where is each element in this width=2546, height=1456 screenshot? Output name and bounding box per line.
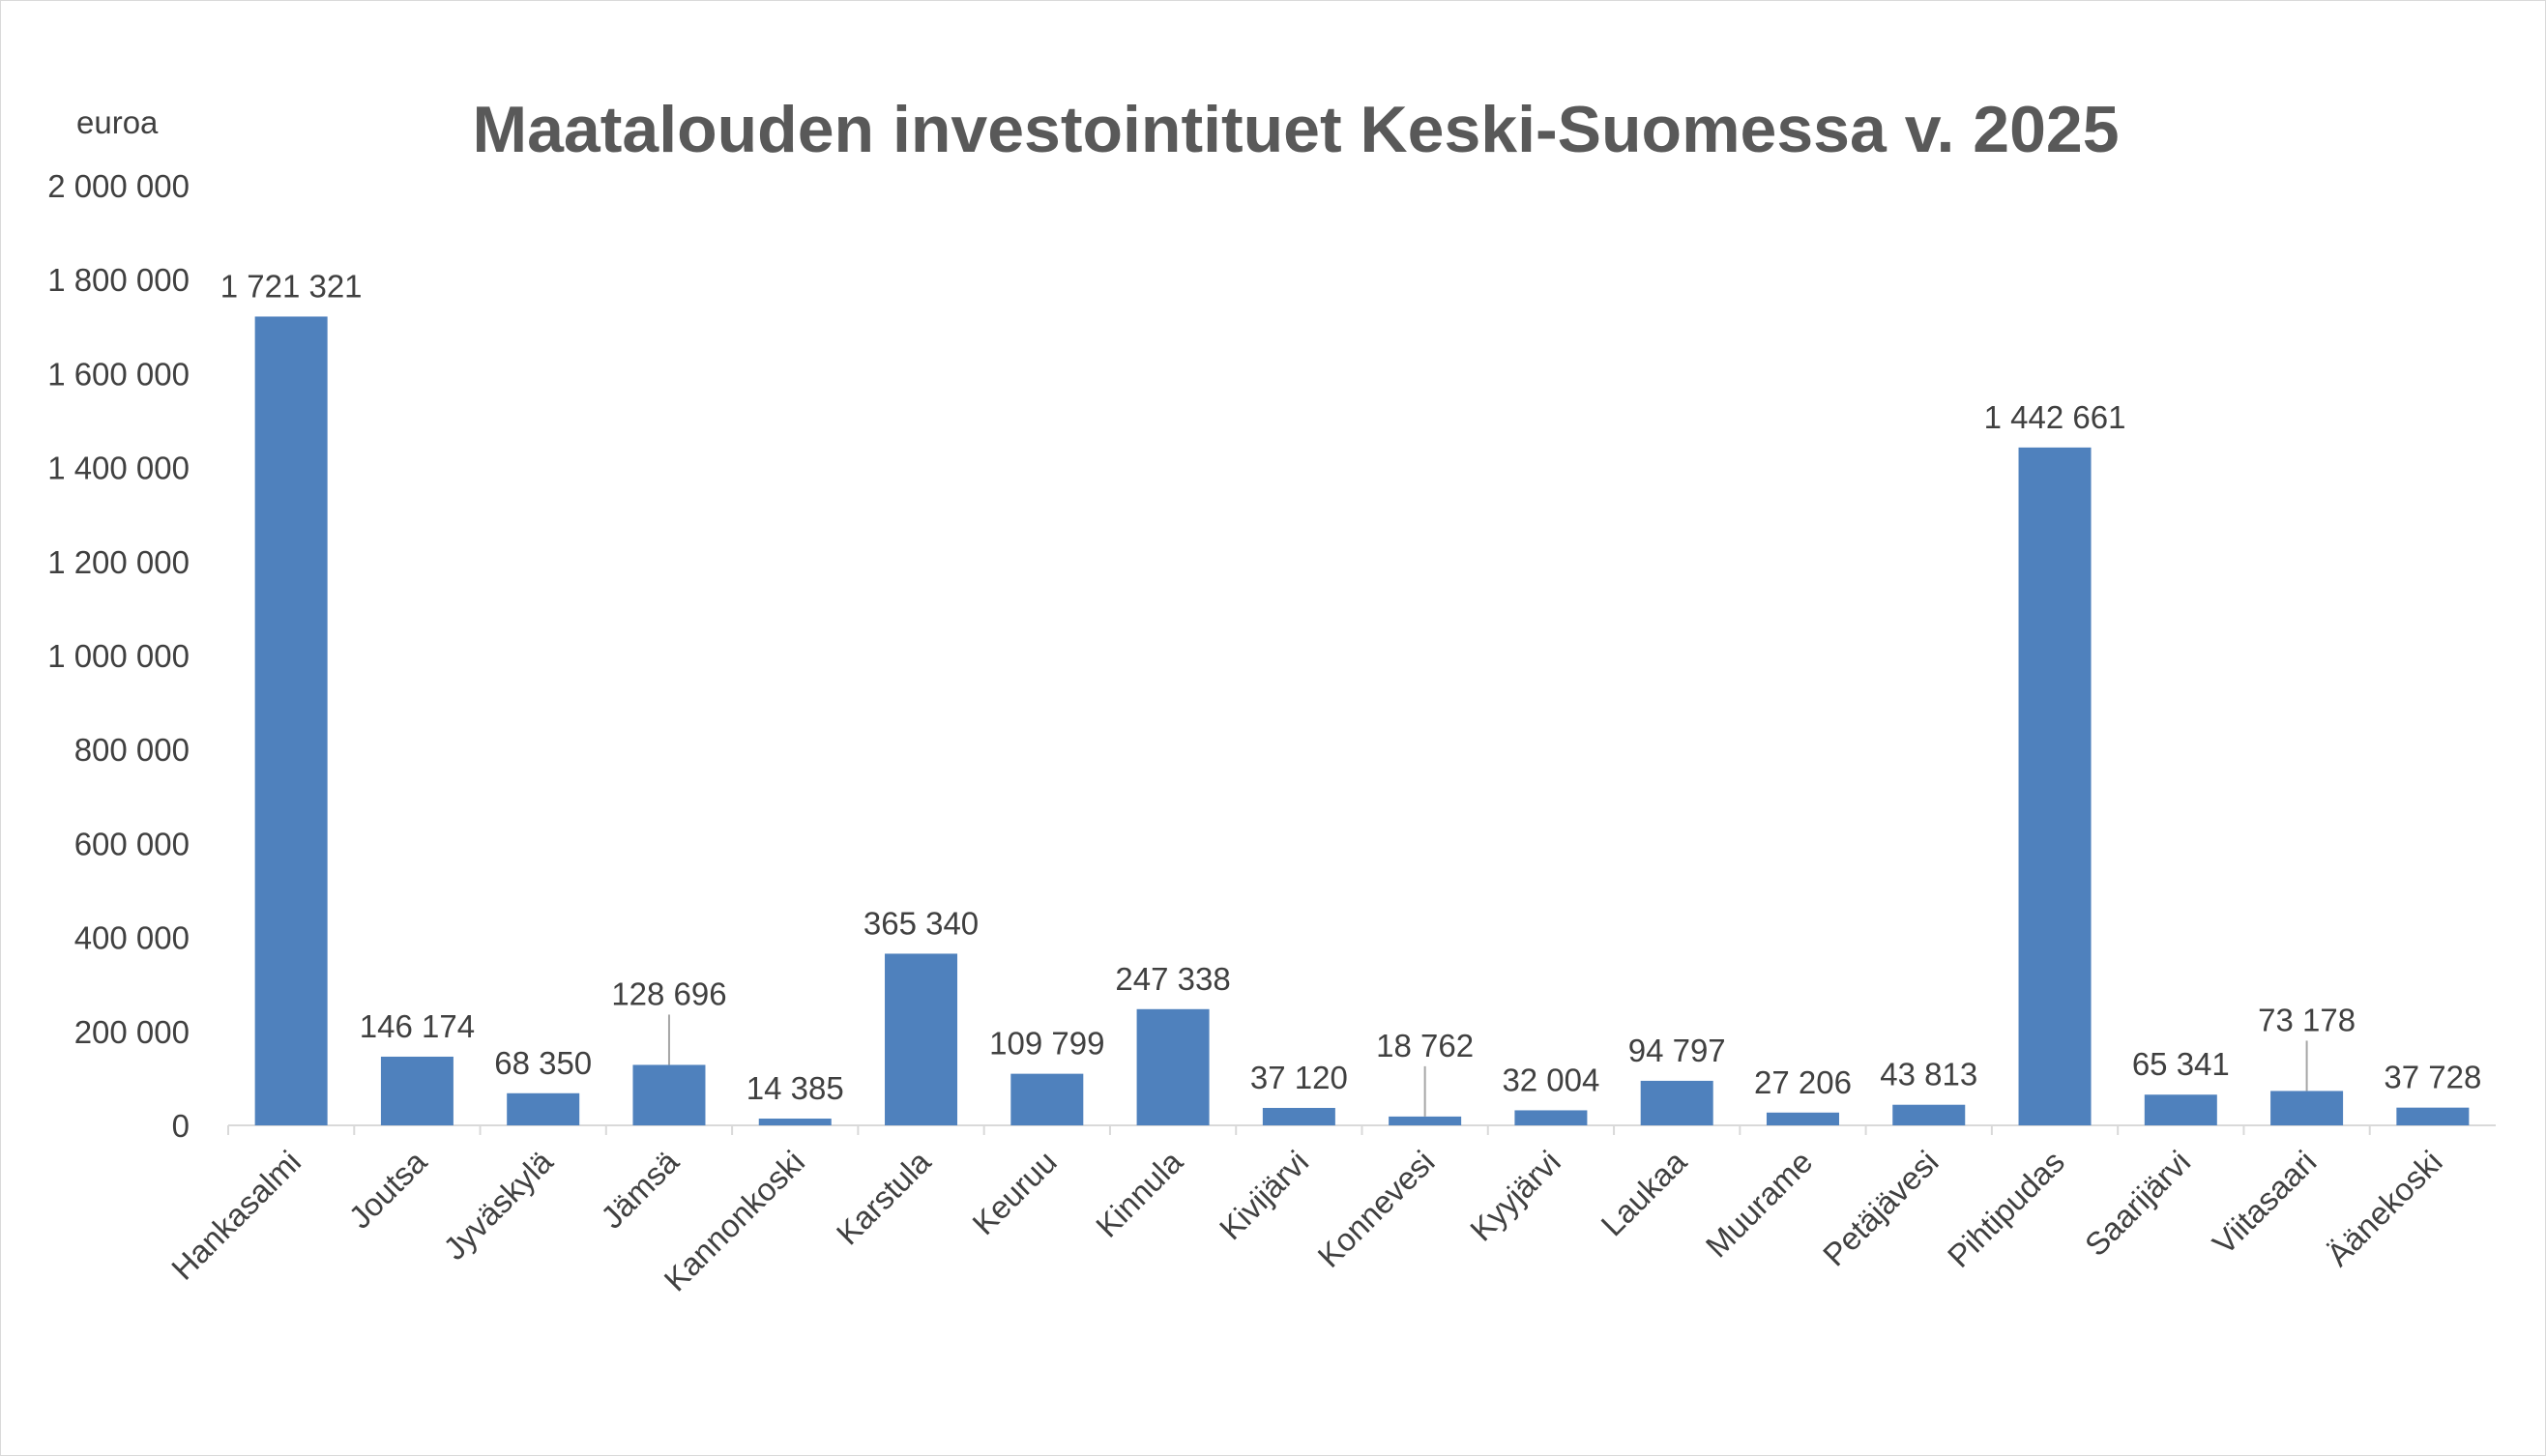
data-label: 18 762 (1376, 1028, 1474, 1063)
x-tick-label: Äänekoski (2320, 1144, 2449, 1273)
bar (507, 1092, 580, 1125)
x-tick-label: Petäjävesi (1816, 1144, 1946, 1273)
y-tick-label: 200 000 (74, 1014, 190, 1050)
data-label: 128 696 (611, 976, 726, 1011)
x-tick-label: Laukaa (1594, 1143, 1693, 1242)
x-tick-label: Muurame (1699, 1144, 1820, 1265)
data-label: 27 206 (1754, 1064, 1852, 1100)
data-label: 1 442 661 (1984, 399, 2126, 435)
y-axis-unit-label: euroa (76, 104, 159, 140)
chart-title: Maatalouden investointituet Keski-Suomes… (472, 93, 2119, 166)
y-tick-label: 1 400 000 (47, 451, 190, 486)
x-tick-label: Pihtipudas (1941, 1144, 2071, 1274)
data-label: 247 338 (1115, 961, 1230, 997)
x-tick-label: Keuruu (965, 1144, 1063, 1241)
y-tick-label: 600 000 (74, 826, 190, 861)
bar (1892, 1104, 1966, 1125)
x-tick-label: Saarijärvi (2078, 1144, 2197, 1263)
y-tick-label: 400 000 (74, 920, 190, 956)
bar (2270, 1091, 2344, 1125)
bar (758, 1119, 832, 1125)
bar (2144, 1094, 2217, 1125)
bar (254, 316, 328, 1125)
y-tick-label: 1 800 000 (47, 262, 190, 298)
x-tick-label: Kivijärvi (1213, 1144, 1316, 1247)
x-tick-label: Viitasaari (2206, 1144, 2324, 1262)
x-tick-label: Jämsä (594, 1143, 686, 1235)
y-tick-label: 800 000 (74, 732, 190, 768)
data-label: 146 174 (360, 1008, 475, 1044)
data-label: 68 350 (494, 1045, 592, 1081)
x-tick-label: Joutsa (341, 1143, 433, 1235)
y-tick-label: 2 000 000 (47, 168, 190, 204)
x-tick-label: Hankasalmi (164, 1144, 307, 1287)
x-tick-label: Karstula (830, 1143, 938, 1251)
bar (1136, 1008, 1210, 1125)
bar (1514, 1110, 1588, 1125)
y-tick-label: 1 600 000 (47, 356, 190, 392)
bar (1010, 1073, 1084, 1125)
y-tick-label: 1 000 000 (47, 638, 190, 674)
bar (632, 1064, 706, 1125)
y-tick-label: 1 200 000 (47, 544, 190, 580)
x-tick-label: Kinnula (1089, 1143, 1189, 1243)
data-label: 37 728 (2384, 1060, 2481, 1095)
bar (2018, 447, 2092, 1125)
data-label: 1 721 321 (220, 268, 363, 304)
data-label: 43 813 (1880, 1057, 1977, 1092)
x-tick-label: Kyyjärvi (1463, 1144, 1567, 1248)
y-tick-label: 0 (172, 1108, 190, 1144)
x-tick-label: Jyväskylä (436, 1143, 560, 1267)
bar (1262, 1107, 1335, 1125)
bar (1640, 1080, 1713, 1125)
bar (380, 1056, 454, 1125)
data-label: 94 797 (1628, 1033, 1726, 1068)
bar (1766, 1112, 1839, 1125)
data-label: 365 340 (863, 905, 979, 941)
data-label: 32 004 (1502, 1062, 1599, 1097)
data-label: 14 385 (746, 1070, 844, 1106)
bar (2396, 1107, 2470, 1125)
data-label: 109 799 (989, 1026, 1104, 1062)
x-tick-label: Konnevesi (1310, 1144, 1441, 1274)
data-label: 73 178 (2258, 1002, 2356, 1037)
bar (1389, 1116, 1462, 1125)
data-label: 37 120 (1250, 1060, 1348, 1095)
data-label: 65 341 (2132, 1046, 2230, 1082)
bar (885, 953, 958, 1125)
